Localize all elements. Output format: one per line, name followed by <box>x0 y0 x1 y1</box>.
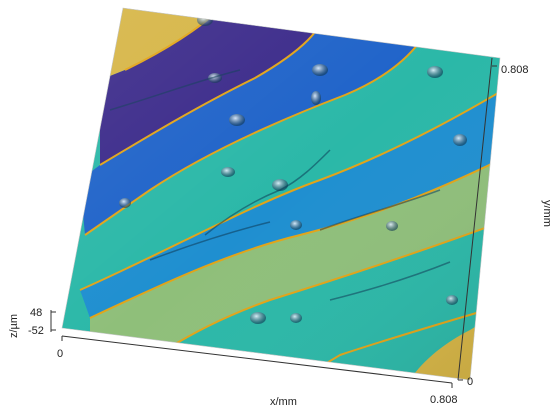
y-axis-title: y/mm <box>541 200 550 227</box>
z-tick-label-top: 48 <box>30 307 42 319</box>
z-axis-title: z/µm <box>8 314 20 338</box>
y-tick-label-end: 0.808 <box>501 64 529 76</box>
axes <box>50 57 497 388</box>
x-axis-line <box>61 335 453 384</box>
y-axis-line <box>457 57 493 381</box>
surface-outline <box>61 7 501 381</box>
surface-mesh <box>62 8 500 380</box>
x-tick-label-end: 0.808 <box>430 394 458 406</box>
x-tick-label-start: 0 <box>57 348 63 360</box>
z-tick-label-bottom: -52 <box>28 325 44 337</box>
y-tick-label-start: 0 <box>467 376 473 388</box>
surface-shading <box>62 8 500 380</box>
x-axis-title: x/mm <box>270 396 297 408</box>
